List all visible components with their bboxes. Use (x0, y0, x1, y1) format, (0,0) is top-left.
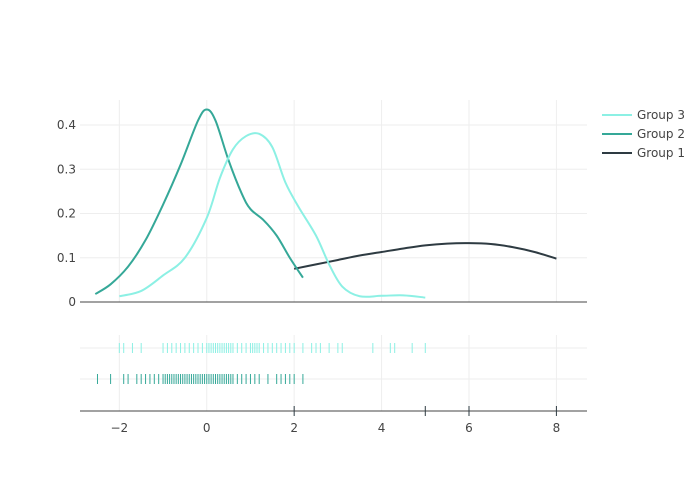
grid-layer (80, 100, 587, 412)
rug-layer (96, 343, 557, 416)
x-tick-label: 0 (203, 421, 211, 435)
legend-label: Group 3 (637, 108, 685, 122)
legend-item-group-1[interactable]: Group 1 (602, 146, 685, 160)
legend-label: Group 1 (637, 146, 685, 160)
y-tick-label: 0 (68, 295, 76, 309)
x-tick-label: −2 (110, 421, 128, 435)
y-tick-label: 0.4 (57, 118, 76, 132)
series-line-group-1 (293, 242, 557, 270)
series-line-group-2 (94, 108, 304, 295)
curve-layer (94, 108, 557, 299)
y-tick-label: 0.1 (57, 251, 76, 265)
legend-label: Group 2 (637, 127, 685, 141)
x-tick-label: 8 (553, 421, 561, 435)
legend-item-group-3[interactable]: Group 3 (602, 108, 685, 122)
series-line-group-3 (119, 132, 426, 299)
x-tick-label: 6 (465, 421, 473, 435)
x-tick-label: 4 (378, 421, 386, 435)
y-tick-label: 0.3 (57, 162, 76, 176)
legend-item-group-2[interactable]: Group 2 (602, 127, 685, 141)
x-tick-label: 2 (290, 421, 298, 435)
legend[interactable]: Group 3 Group 2 Group 1 (602, 108, 685, 160)
y-tick-label: 0.2 (57, 207, 76, 221)
tick-label-layer: 0 0.1 0.2 0.3 0.4 −2 0 2 4 6 8 (57, 118, 560, 435)
